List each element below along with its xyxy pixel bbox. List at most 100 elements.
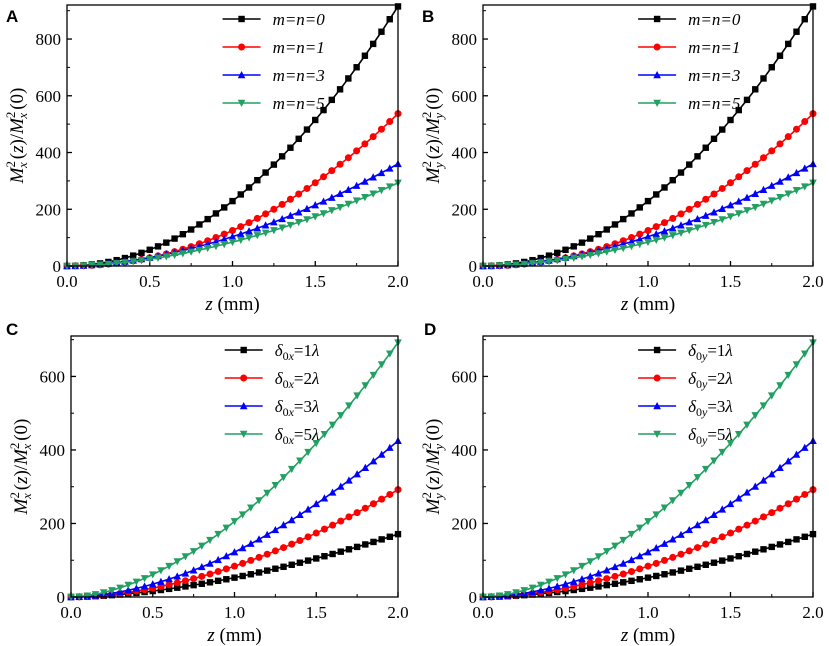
data-point xyxy=(752,86,759,93)
data-point xyxy=(619,536,628,545)
x-axis-label: z (mm) xyxy=(620,294,675,315)
x-tick-label: 0.5 xyxy=(555,603,576,622)
data-point xyxy=(303,204,311,212)
data-point xyxy=(718,448,727,457)
data-point xyxy=(660,234,669,242)
data-point xyxy=(677,169,685,176)
data-point xyxy=(512,261,520,269)
data-point xyxy=(254,176,261,184)
data-point xyxy=(238,511,247,519)
legend-item: δ0y=2λ xyxy=(638,369,733,391)
data-point xyxy=(759,185,768,193)
data-point xyxy=(685,205,693,213)
data-point xyxy=(377,450,386,458)
data-point xyxy=(214,567,222,575)
data-point xyxy=(685,525,694,534)
data-point xyxy=(312,116,319,124)
data-point xyxy=(636,204,643,211)
data-point xyxy=(353,392,361,400)
data-point xyxy=(710,190,718,198)
data-point xyxy=(660,504,669,512)
data-point xyxy=(345,513,353,521)
data-point xyxy=(635,552,644,560)
data-point xyxy=(685,482,694,490)
data-point xyxy=(181,553,190,561)
data-point xyxy=(669,176,676,184)
data-point xyxy=(735,106,742,114)
data-point xyxy=(304,448,312,457)
data-point xyxy=(157,586,165,594)
data-point xyxy=(603,575,611,583)
plot-frame xyxy=(66,4,399,267)
data-point xyxy=(108,587,116,595)
data-point xyxy=(627,530,636,539)
data-point xyxy=(337,548,344,555)
data-point xyxy=(320,106,327,114)
data-point xyxy=(181,577,189,585)
legend-marker xyxy=(653,15,661,23)
legend-item: m=n=5 xyxy=(222,94,325,113)
x-tick-label: 1.0 xyxy=(637,603,658,622)
data-point xyxy=(792,168,801,177)
data-point xyxy=(83,592,92,600)
data-point xyxy=(668,232,677,240)
x-tick-label: 0.0 xyxy=(60,603,81,622)
data-point xyxy=(776,382,784,390)
data-point xyxy=(245,219,253,227)
data-point xyxy=(702,195,710,203)
series-2 xyxy=(479,486,817,601)
legend-item: δ0y=1λ xyxy=(638,341,733,363)
series-1 xyxy=(479,3,817,270)
data-point xyxy=(553,582,562,590)
data-point xyxy=(677,229,685,237)
legend-item: m=n=0 xyxy=(222,10,325,29)
x-tick-label: 0.5 xyxy=(139,272,160,291)
data-point xyxy=(727,116,734,124)
series-3 xyxy=(479,159,817,270)
data-point xyxy=(801,118,809,126)
data-point xyxy=(602,248,611,256)
data-point xyxy=(669,214,677,222)
data-point xyxy=(271,482,280,490)
data-point xyxy=(801,16,808,23)
data-point xyxy=(262,169,269,176)
data-point xyxy=(677,221,685,229)
data-point xyxy=(628,234,635,242)
data-point xyxy=(702,144,709,151)
data-point xyxy=(221,204,228,211)
data-point xyxy=(247,571,255,578)
data-point xyxy=(619,244,628,253)
data-point xyxy=(776,52,784,59)
data-point xyxy=(236,229,245,238)
data-point xyxy=(668,224,677,232)
y-tick-label: 400 xyxy=(36,144,62,163)
data-point xyxy=(693,474,702,482)
data-point xyxy=(800,164,809,172)
legend-label: m=n=1 xyxy=(688,38,740,57)
data-point xyxy=(303,184,311,192)
data-point xyxy=(767,392,776,400)
data-point xyxy=(735,553,742,560)
data-point xyxy=(726,440,735,448)
data-point xyxy=(222,565,230,573)
data-point xyxy=(353,147,361,155)
data-point xyxy=(162,253,171,261)
data-point xyxy=(146,246,153,253)
data-point xyxy=(776,504,784,512)
data-point xyxy=(336,204,344,212)
data-point xyxy=(311,213,320,221)
data-point xyxy=(718,184,726,192)
data-point xyxy=(644,197,652,205)
data-point xyxy=(337,517,345,525)
data-point xyxy=(312,529,320,537)
legend-marker xyxy=(237,71,246,79)
data-point xyxy=(718,533,726,541)
panel-letter: D xyxy=(424,320,436,339)
data-point xyxy=(644,226,652,234)
data-point xyxy=(369,371,378,380)
data-point xyxy=(295,135,302,143)
data-point xyxy=(352,197,361,205)
series-line xyxy=(70,488,399,598)
data-point xyxy=(767,197,776,205)
data-point xyxy=(262,210,270,218)
